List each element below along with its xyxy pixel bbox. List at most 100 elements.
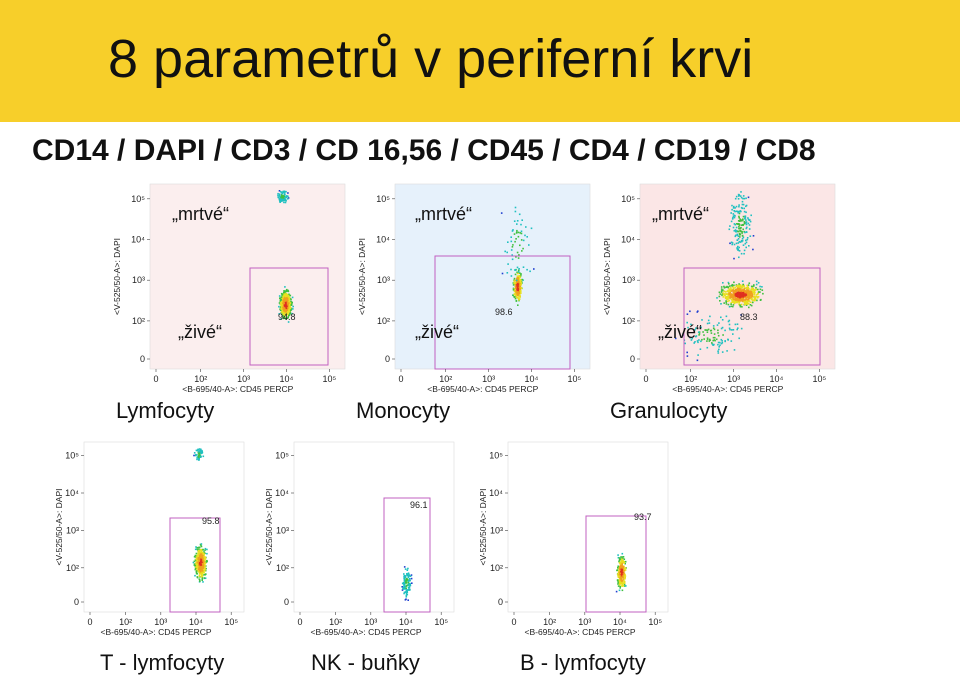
event-dot [283,293,285,295]
event-dot [729,225,731,227]
event-dot [510,236,512,238]
event-dot [401,586,403,588]
event-dot [515,299,518,302]
y-axis-label: <V-525/50-A>: DAPI [478,488,488,565]
event-dot [619,578,622,580]
event-dot [730,305,733,308]
event-dot [199,558,202,560]
event-dot [720,316,722,319]
event-dot [279,300,282,303]
event-dot [201,579,203,581]
event-dot [705,329,708,331]
event-dot [741,297,743,300]
event-dot [727,339,729,341]
event-dot [195,546,197,548]
event-dot [405,590,408,592]
event-dot [287,310,289,312]
event-dot [290,301,293,303]
event-dot [743,300,745,303]
event-dot [287,313,289,316]
event-dot [741,232,743,234]
event-dot [206,552,208,555]
event-dot [619,567,622,570]
event-dot [198,546,200,549]
event-dot [738,220,741,222]
event-dot [516,266,519,269]
event-dot [738,256,740,259]
event-dot [693,342,695,344]
event-dot [744,242,747,245]
x-tick-label: 10³ [364,617,377,627]
event-dot [287,295,290,297]
event-dot [193,454,195,457]
event-dot [748,245,750,247]
event-dot [724,293,726,295]
event-dot [196,456,198,459]
event-dot [203,553,205,555]
event-dot [738,204,740,206]
event-dot [195,570,198,572]
event-dot [198,551,201,554]
event-dot [754,297,756,299]
event-dot [286,312,289,314]
event-dot [197,549,200,552]
event-dot [746,292,748,294]
event-dot [281,200,283,202]
event-dot [405,584,408,587]
plot-monocyty-svg: 98.6 0 10² 10³ 10⁴ 10⁵ 0 10² 10³ 10⁴ 10⁵ <B-695/40-… [357,183,591,394]
event-dot [721,319,724,321]
event-dot [525,226,527,228]
event-dot [624,576,626,579]
event-dot [734,223,737,226]
event-dot [201,558,204,561]
event-dot [203,554,205,557]
event-dot [741,306,743,308]
event-dot [518,274,520,277]
event-dot [721,351,724,353]
event-dot [686,321,688,324]
event-dot [199,571,202,573]
event-dot [284,296,286,299]
event-dot [519,280,522,282]
event-dot [516,288,518,291]
event-dot [742,295,745,297]
event-dot [286,290,289,292]
event-dot [286,294,289,297]
event-dot [280,198,283,200]
event-dot [501,272,504,275]
event-dot [515,238,517,240]
event-dot [198,450,200,452]
event-dot [735,210,738,213]
event-dot [727,320,730,323]
event-dot [732,333,734,335]
y-tick-label: 10⁵ [131,194,145,204]
event-dot [739,298,742,301]
event-dot [698,333,701,335]
event-dot [748,296,751,299]
event-dot [736,247,738,249]
event-dot [755,283,758,286]
event-dot [706,338,709,341]
event-dot [407,599,409,601]
event-dot [198,548,200,551]
event-dot [623,569,625,572]
event-dot [200,550,203,553]
event-dot [280,196,283,199]
event-dot [286,297,289,300]
event-dot [200,553,203,555]
event-dot [287,316,289,318]
event-dot [279,195,281,198]
event-dot [284,295,287,298]
event-dot [518,295,520,297]
event-dot [198,563,201,565]
event-dot [753,284,755,286]
event-dot [289,307,292,310]
event-dot [284,286,286,288]
event-dot [285,190,287,193]
event-dot [281,313,283,316]
event-dot [516,275,519,277]
event-dot [741,291,743,293]
event-dot [407,575,410,577]
event-dot [284,318,287,320]
event-dot [618,559,621,561]
